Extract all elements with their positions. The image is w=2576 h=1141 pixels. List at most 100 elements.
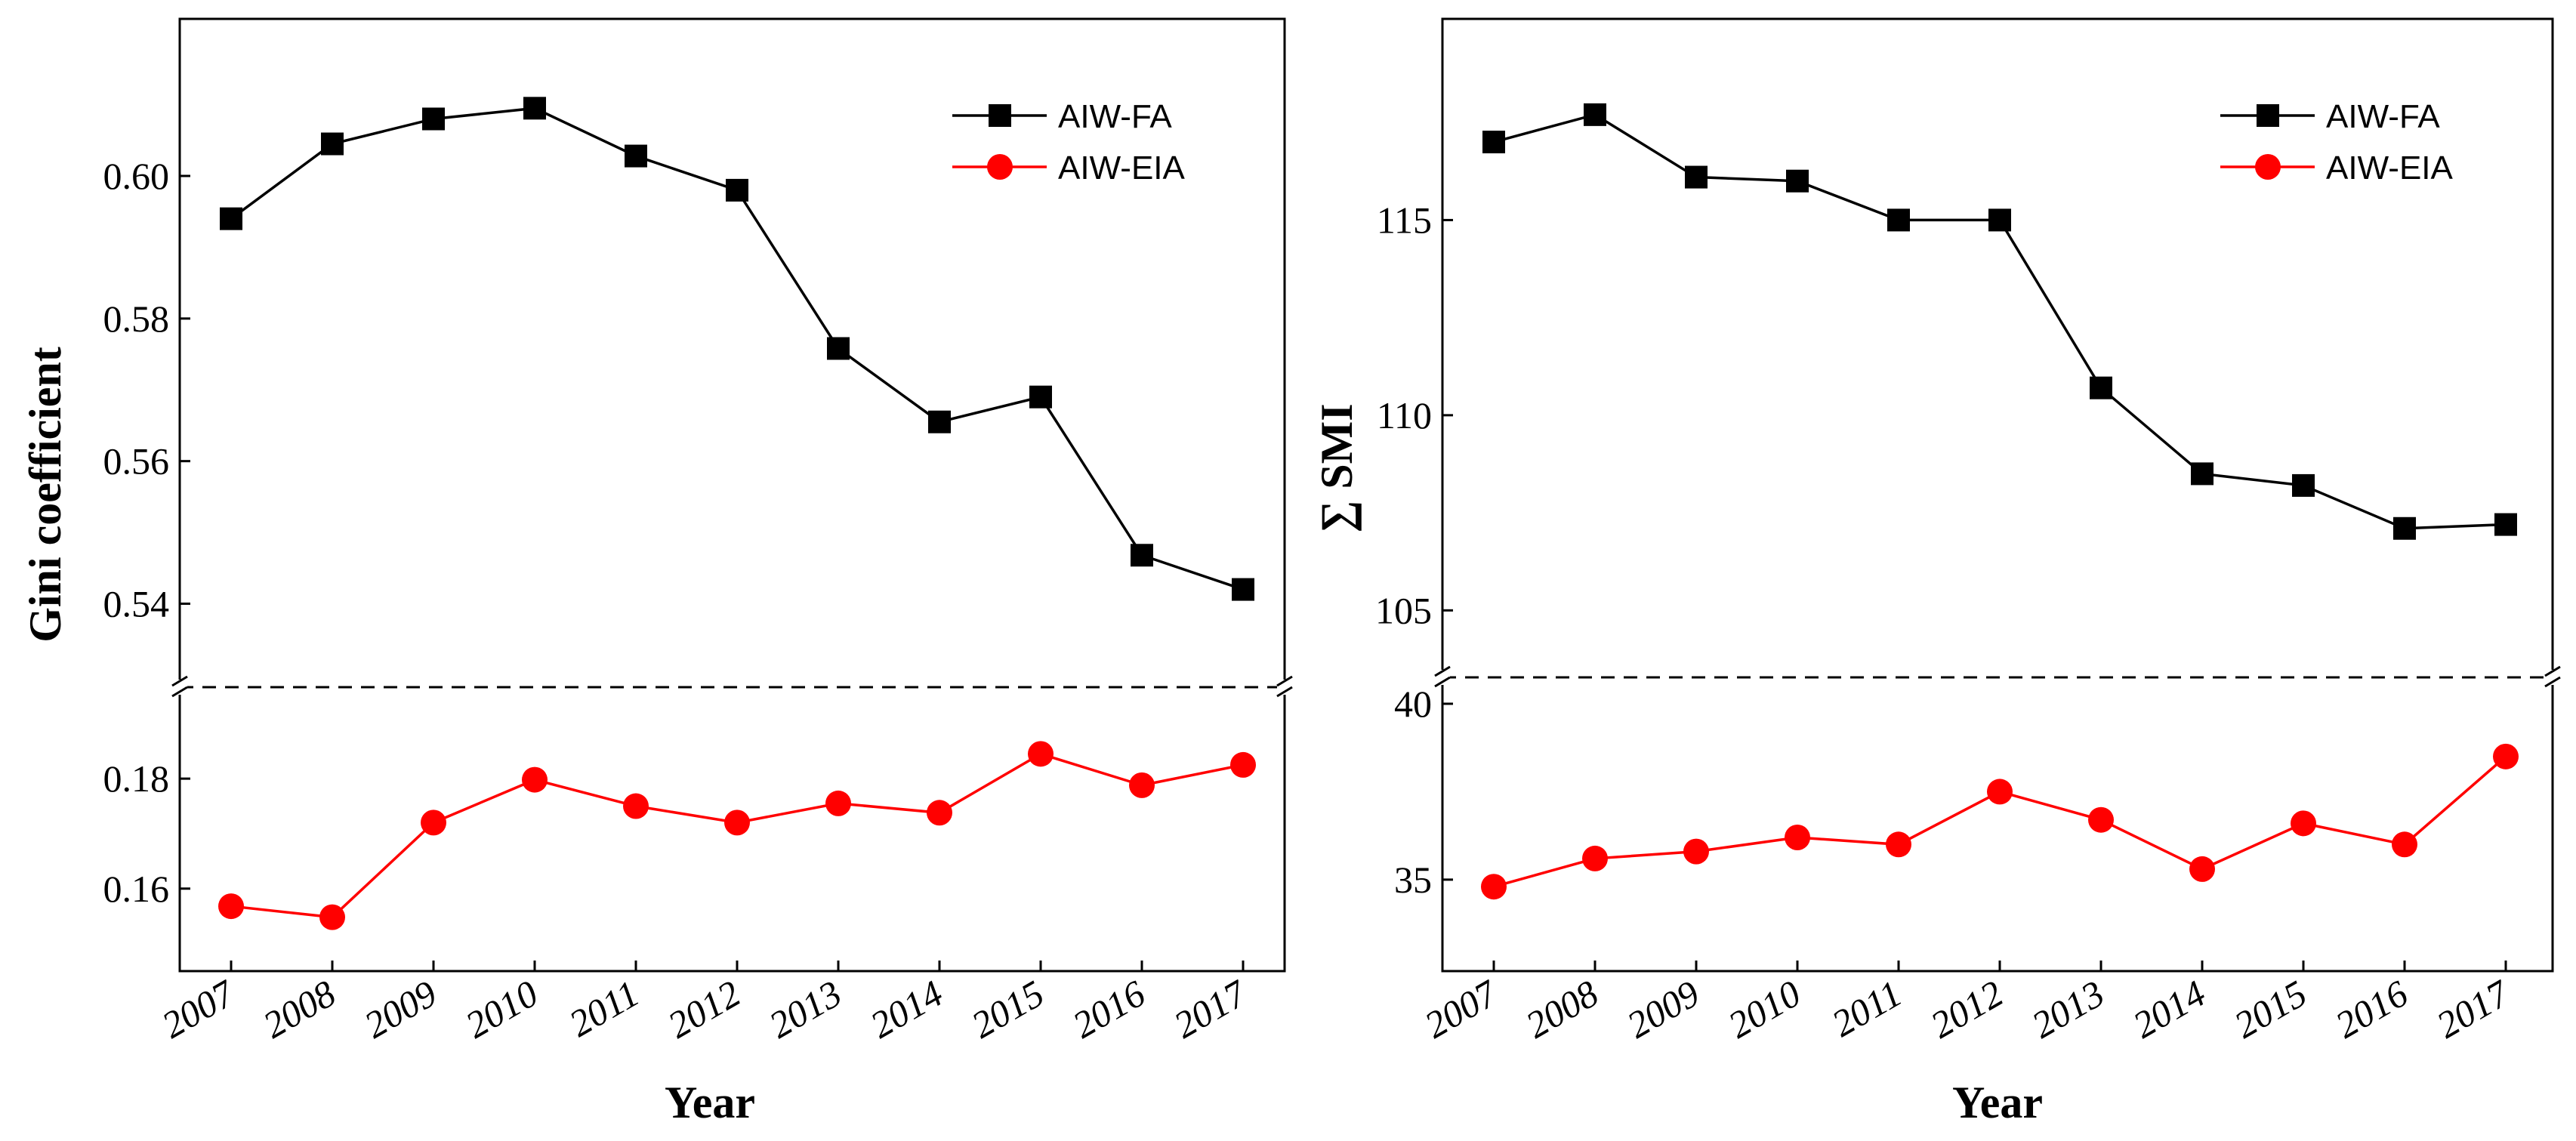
data-point-aiw-eia-2007: [1481, 874, 1507, 900]
data-point-aiw-eia-2017: [2493, 743, 2519, 769]
data-point-aiw-fa-2017: [1232, 578, 1254, 601]
x-tick-label: 2012: [661, 972, 748, 1046]
data-point-aiw-fa-2012: [726, 178, 748, 202]
y-tick-label: 0.56: [103, 440, 170, 483]
data-point-aiw-eia-2011: [623, 793, 649, 819]
x-tick-label: 2009: [357, 972, 444, 1046]
data-point-aiw-eia-2014: [2189, 856, 2215, 882]
data-point-aiw-fa-2008: [1584, 103, 1606, 126]
data-point-aiw-eia-2013: [825, 790, 851, 816]
y-tick-label: 35: [1394, 859, 1432, 901]
axis-break-mark: [1276, 686, 1293, 698]
data-point-aiw-fa-2011: [1887, 208, 1910, 232]
y-tick-label: 0.54: [103, 582, 170, 624]
axis-break-mark: [1434, 665, 1451, 677]
x-tick-label: 2011: [562, 972, 646, 1045]
data-point-aiw-fa-2009: [1685, 165, 1708, 189]
legend-label-aiw-eia: AIW-EIA: [2326, 150, 2454, 187]
x-tick-label: 2009: [1620, 972, 1707, 1046]
y-tick-label: 40: [1394, 683, 1432, 725]
data-point-aiw-eia-2011: [1886, 831, 1911, 858]
data-point-aiw-eia-2016: [2392, 831, 2417, 858]
x-tick-label: 2017: [1167, 971, 1254, 1046]
x-tick-label: 2017: [2429, 971, 2517, 1046]
x-tick-label: 2008: [1519, 972, 1606, 1046]
data-point-aiw-fa-2013: [827, 337, 850, 360]
x-tick-label: 2013: [2025, 972, 2112, 1046]
data-point-aiw-eia-2010: [1785, 824, 1810, 850]
x-tick-label: 2016: [1066, 972, 1152, 1046]
data-point-aiw-fa-2009: [422, 107, 445, 131]
data-point-aiw-fa-2015: [1029, 385, 1052, 409]
x-tick-label: 2015: [964, 972, 1051, 1046]
legend-marker-aiw-fa: [2257, 104, 2279, 127]
legend-label-aiw-fa: AIW-FA: [2326, 98, 2440, 135]
data-point-aiw-fa-2014: [928, 410, 951, 433]
data-point-aiw-fa-2008: [321, 132, 344, 156]
x-axis-title: Year: [1952, 1078, 2043, 1127]
series-line-aiw-eia: [230, 752, 1244, 919]
y-axis-title: ∑ SMI: [1312, 403, 1362, 532]
axis-break-mark: [171, 675, 188, 687]
legend-marker-aiw-eia: [2255, 154, 2281, 180]
data-point-aiw-fa-2015: [2292, 473, 2315, 497]
y-tick-label: 0.16: [103, 868, 170, 910]
legend-marker-aiw-eia: [987, 154, 1013, 180]
axis-break-mark: [2544, 676, 2561, 688]
x-tick-label: 2007: [1418, 971, 1505, 1046]
plot-frame: [1441, 17, 2554, 973]
axis-break-mark: [171, 686, 188, 698]
data-point-aiw-eia-2012: [1987, 779, 2013, 805]
y-tick-label: 0.58: [103, 298, 170, 340]
x-tick-label: 2010: [1721, 972, 1808, 1046]
data-point-aiw-eia-2007: [218, 893, 244, 920]
x-tick-label: 2014: [863, 972, 950, 1046]
legend-label-aiw-eia: AIW-EIA: [1058, 150, 1186, 187]
x-tick-label: 2013: [762, 972, 849, 1046]
data-point-aiw-eia-2016: [1129, 772, 1155, 798]
legend-label-aiw-fa: AIW-FA: [1058, 98, 1172, 135]
data-point-aiw-fa-2010: [1786, 169, 1809, 193]
y-axis-title: Gini coefficient: [20, 347, 70, 643]
x-tick-label: 2008: [256, 972, 343, 1046]
data-point-aiw-eia-2008: [319, 904, 345, 930]
x-tick-label: 2014: [2126, 972, 2213, 1046]
gini-panel: 0.54 0.56 0.58 0.60 0.16 0.18 2007 2008 2009 2010…: [20, 17, 1293, 1127]
x-tick-label: 2007: [155, 971, 242, 1046]
plot-frame: [178, 17, 1286, 973]
data-point-aiw-fa-2016: [2393, 517, 2416, 540]
x-tick-label: 2012: [1924, 972, 2010, 1046]
data-point-aiw-eia-2010: [522, 766, 548, 793]
data-point-aiw-eia-2017: [1230, 751, 1256, 778]
data-point-aiw-fa-2010: [523, 97, 546, 120]
data-point-aiw-eia-2015: [2291, 810, 2316, 837]
data-point-aiw-fa-2014: [2191, 462, 2214, 486]
x-tick-label: 2011: [1825, 972, 1908, 1045]
data-point-aiw-fa-2007: [220, 207, 242, 230]
data-point-aiw-eia-2015: [1028, 741, 1054, 767]
data-point-aiw-eia-2013: [2088, 806, 2114, 833]
series-line-aiw-eia: [1493, 755, 2507, 888]
data-point-aiw-eia-2009: [421, 809, 446, 836]
x-tick-label: 2010: [458, 972, 545, 1046]
legend-marker-aiw-fa: [989, 104, 1011, 127]
data-point-aiw-eia-2014: [927, 800, 952, 826]
data-point-aiw-fa-2011: [625, 144, 647, 168]
y-tick-label: 0.18: [103, 757, 170, 800]
x-axis-title: Year: [665, 1078, 755, 1127]
axis-break-mark: [1276, 675, 1293, 687]
x-tick-label: 2015: [2227, 972, 2314, 1046]
data-point-aiw-fa-2012: [1988, 208, 2011, 232]
axis-break-mark: [1434, 676, 1451, 688]
data-point-aiw-fa-2017: [2494, 513, 2517, 536]
data-point-aiw-fa-2007: [1482, 131, 1505, 154]
data-point-aiw-eia-2008: [1582, 845, 1608, 871]
data-point-aiw-eia-2009: [1683, 838, 1709, 865]
axis-break-mark: [2544, 665, 2561, 677]
y-tick-label: 115: [1377, 199, 1432, 241]
data-point-aiw-fa-2013: [2090, 376, 2112, 399]
y-tick-label: 0.60: [103, 155, 170, 197]
data-point-aiw-eia-2012: [724, 809, 750, 836]
